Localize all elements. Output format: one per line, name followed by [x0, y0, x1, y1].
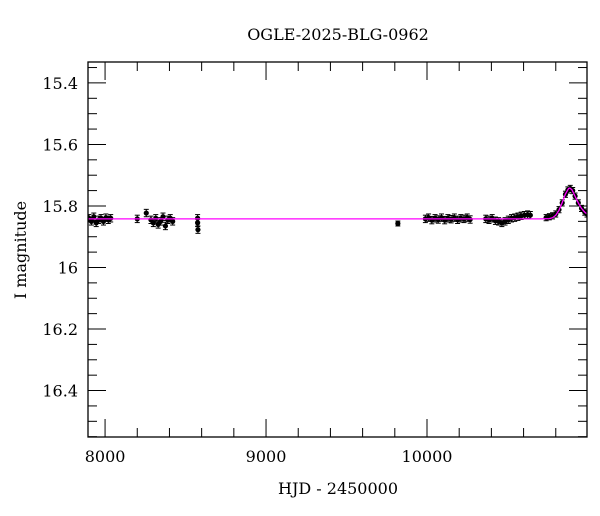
y-tick-label: 15.4 — [42, 74, 78, 93]
data-point — [170, 217, 176, 226]
point-marker — [195, 220, 201, 226]
data-point — [395, 220, 401, 227]
plot-frame — [87, 61, 588, 438]
point-marker — [150, 220, 156, 226]
y-axis-label: I magnitude — [11, 201, 30, 299]
model-curve — [88, 187, 587, 220]
point-marker — [395, 220, 401, 227]
data-point — [483, 214, 489, 224]
y-tick-label: 15.8 — [42, 197, 78, 216]
point-marker — [160, 214, 166, 220]
data-point — [160, 212, 166, 221]
point-marker — [91, 214, 97, 220]
y-tick-label: 16.2 — [42, 320, 78, 339]
x-tick-label: 9000 — [246, 447, 287, 466]
chart-title: OGLE-2025-BLG-0962 — [247, 25, 429, 44]
data-point — [143, 208, 149, 218]
y-tick-label: 15.6 — [42, 135, 78, 154]
tick-labels: 8000 9000 10000 15.4 15.6 15.8 16 16.2 16.4 — [42, 74, 452, 466]
point-marker — [195, 227, 201, 233]
point-marker — [170, 218, 176, 224]
x-tick-label: 8000 — [85, 447, 126, 466]
y-tick-label: 16.4 — [42, 382, 78, 401]
point-marker — [527, 212, 533, 218]
x-tick-label: 10000 — [402, 447, 453, 466]
y-tick-label: 16 — [58, 258, 78, 277]
point-marker — [162, 223, 169, 229]
data-point — [195, 225, 201, 234]
data-point — [91, 212, 97, 221]
point-marker — [143, 210, 149, 216]
x-axis-label: HJD - 2450000 — [278, 479, 398, 498]
data-points — [88, 184, 587, 234]
axis-ticks — [88, 62, 587, 438]
